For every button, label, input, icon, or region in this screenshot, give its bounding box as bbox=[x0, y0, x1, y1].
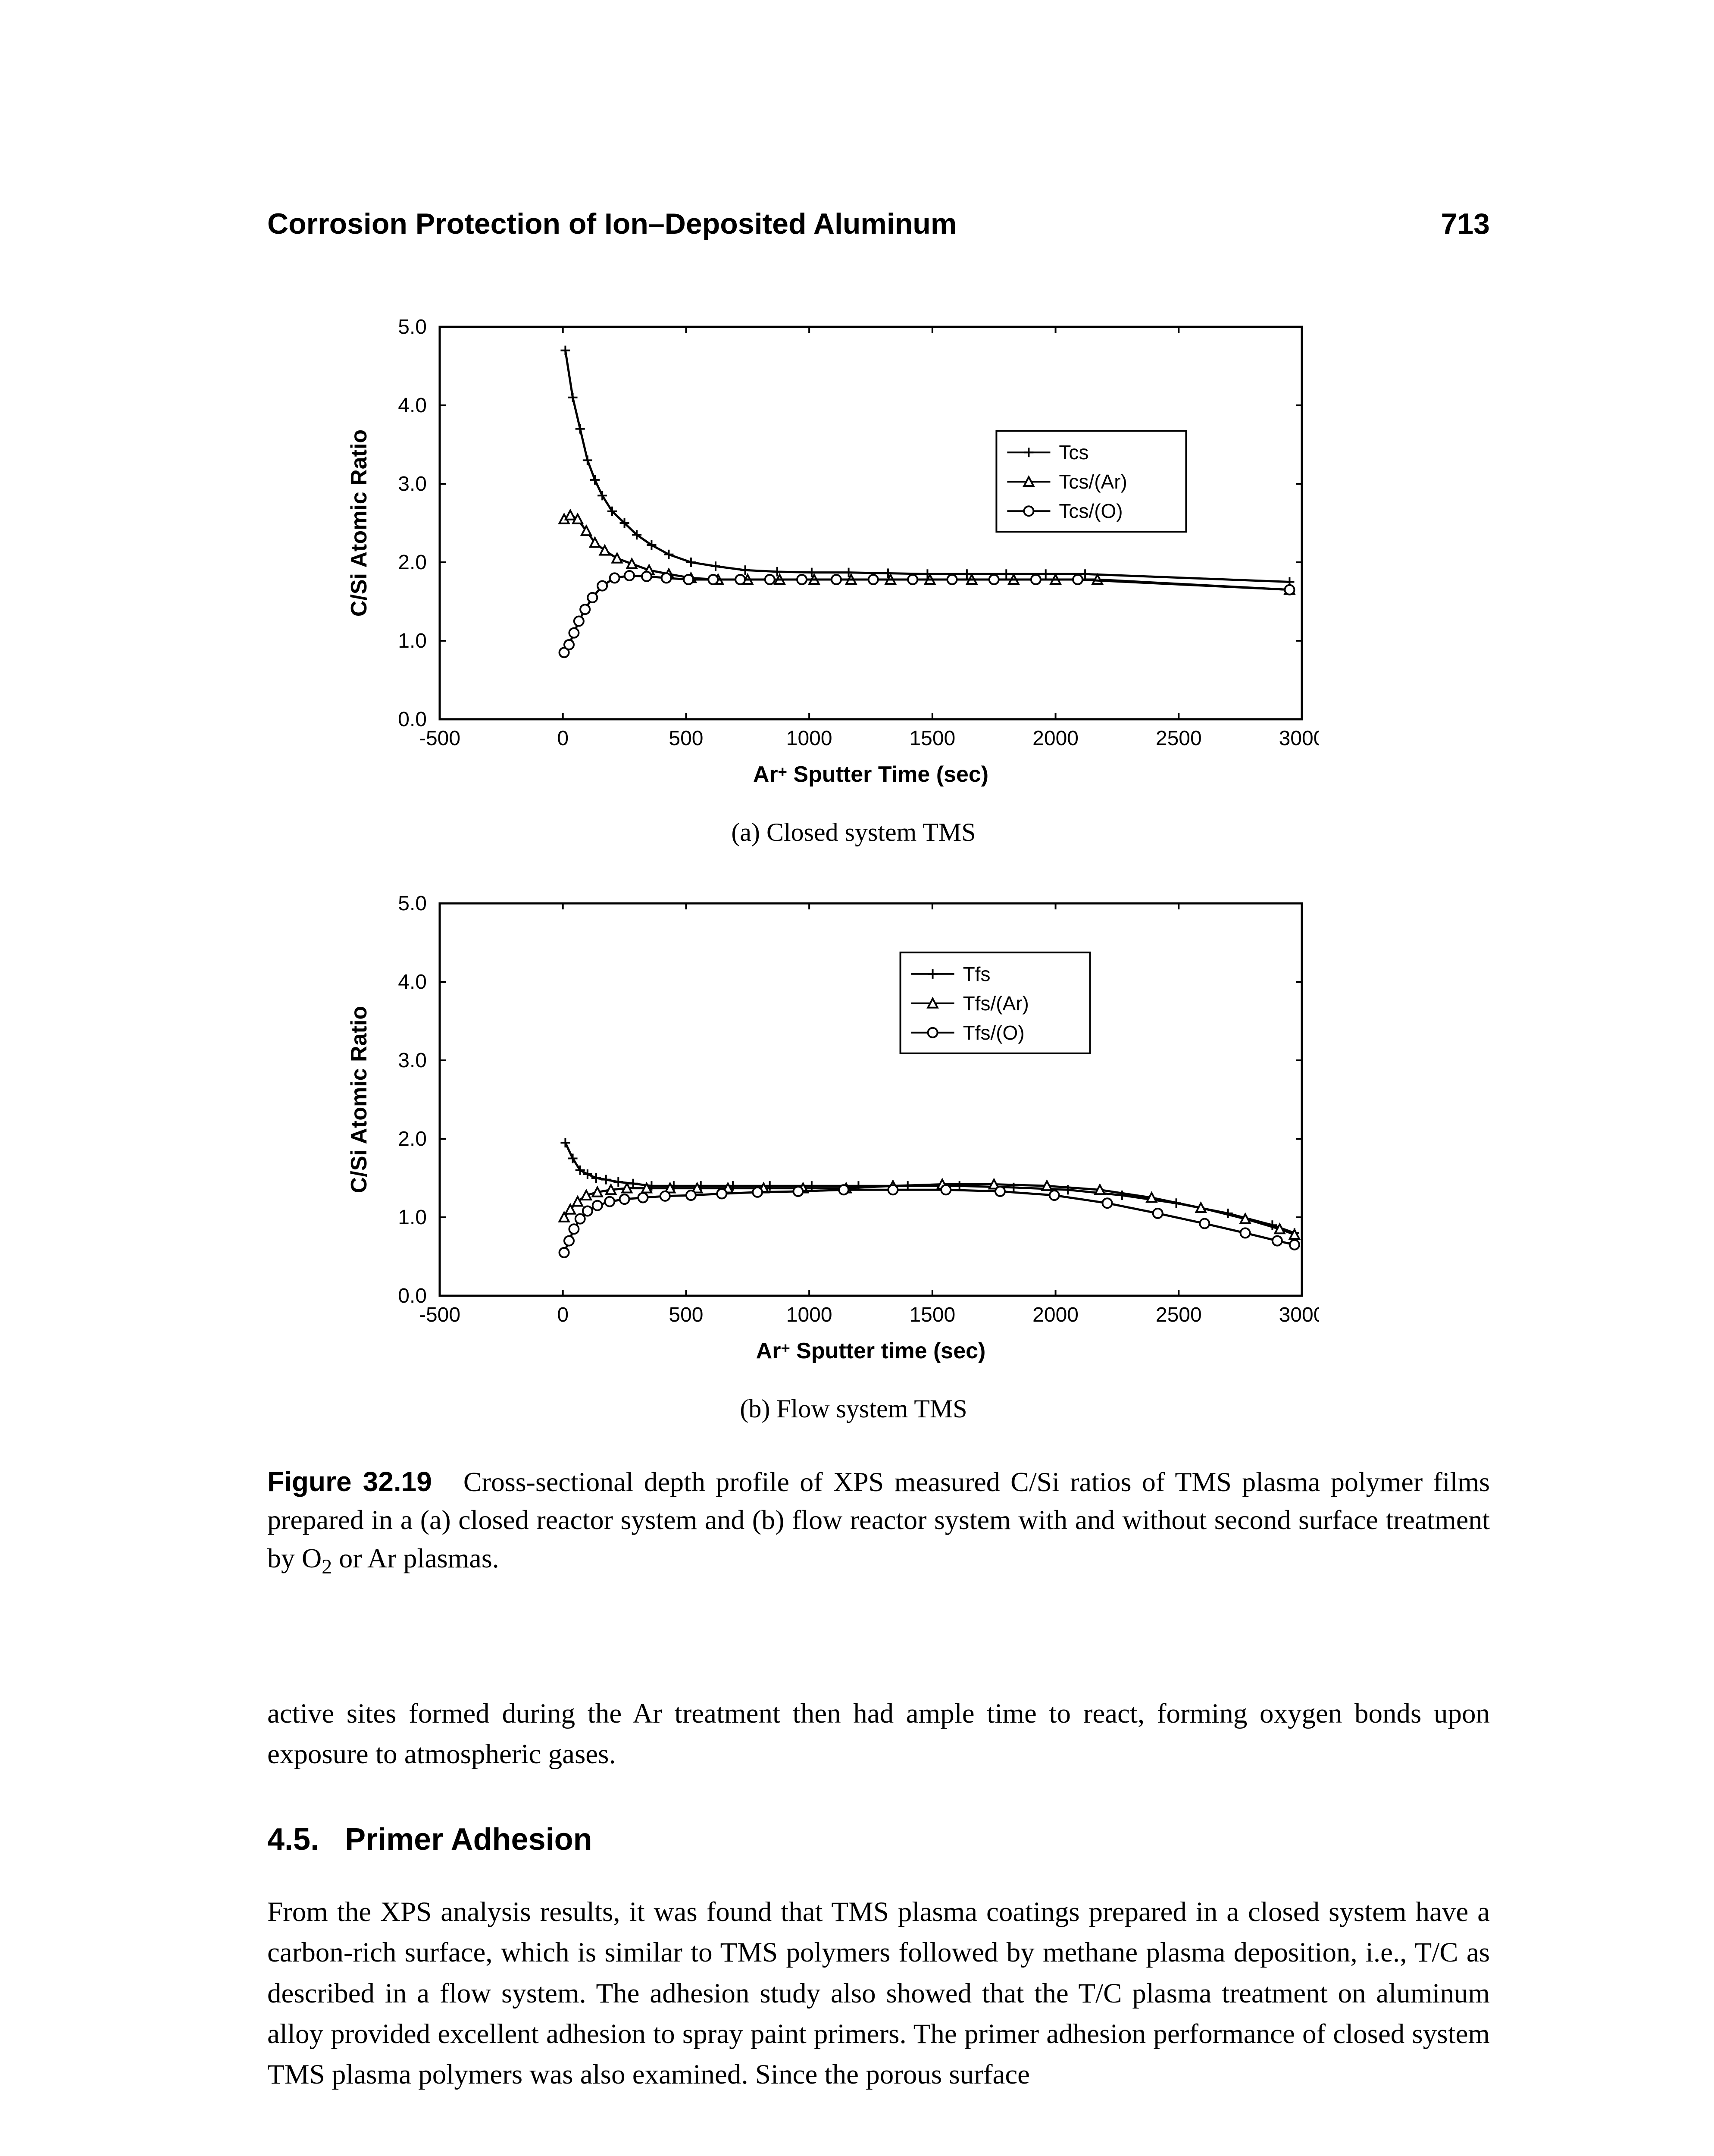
figure-caption-text: Cross-sectional depth profile of XPS mea… bbox=[267, 1467, 1490, 1573]
svg-text:0.0: 0.0 bbox=[398, 1285, 427, 1307]
body-continuation: active sites formed during the Ar treatm… bbox=[267, 1693, 1490, 1775]
svg-text:5.0: 5.0 bbox=[398, 316, 427, 338]
svg-text:3.0: 3.0 bbox=[398, 1049, 427, 1072]
svg-text:Tcs: Tcs bbox=[1059, 441, 1088, 464]
figure-caption: Figure 32.19 Cross-sectional depth profi… bbox=[267, 1463, 1490, 1581]
section-title: Primer Adhesion bbox=[345, 1822, 592, 1857]
svg-text:Ar+ Sputter time (sec): Ar+ Sputter time (sec) bbox=[756, 1338, 986, 1363]
section-body: From the XPS analysis results, it was fo… bbox=[267, 1892, 1490, 2095]
svg-text:2.0: 2.0 bbox=[398, 551, 427, 574]
svg-text:Tfs/(O): Tfs/(O) bbox=[963, 1022, 1025, 1044]
page-number: 713 bbox=[1441, 207, 1490, 241]
svg-text:C/Si Atomic Ratio: C/Si Atomic Ratio bbox=[347, 429, 372, 617]
figure-label: Figure 32.19 bbox=[267, 1466, 432, 1497]
figure-b-block: -5000500100015002000250030000.01.02.03.0… bbox=[328, 886, 1490, 1424]
svg-text:1000: 1000 bbox=[786, 727, 832, 750]
svg-text:500: 500 bbox=[669, 727, 703, 750]
figure-a-block: -5000500100015002000250030000.01.02.03.0… bbox=[328, 310, 1490, 847]
svg-text:0: 0 bbox=[557, 1304, 569, 1326]
svg-text:500: 500 bbox=[669, 1304, 703, 1326]
svg-text:0.0: 0.0 bbox=[398, 708, 427, 731]
chart-b-subcaption: (b) Flow system TMS bbox=[422, 1394, 1285, 1424]
svg-text:2500: 2500 bbox=[1156, 727, 1202, 750]
svg-text:Tcs/(Ar): Tcs/(Ar) bbox=[1059, 470, 1127, 493]
running-header: Corrosion Protection of Ion–Deposited Al… bbox=[267, 207, 1490, 241]
svg-text:Ar+ Sputter Time (sec): Ar+ Sputter Time (sec) bbox=[753, 762, 988, 787]
svg-text:3.0: 3.0 bbox=[398, 473, 427, 495]
running-title: Corrosion Protection of Ion–Deposited Al… bbox=[267, 207, 957, 241]
svg-text:4.0: 4.0 bbox=[398, 394, 427, 417]
svg-text:Tfs: Tfs bbox=[963, 963, 991, 985]
svg-text:1.0: 1.0 bbox=[398, 1206, 427, 1229]
section-number: 4.5. bbox=[267, 1822, 319, 1857]
page: Corrosion Protection of Ion–Deposited Al… bbox=[0, 0, 1714, 2156]
svg-text:2000: 2000 bbox=[1032, 727, 1079, 750]
svg-text:1.0: 1.0 bbox=[398, 630, 427, 652]
svg-text:4.0: 4.0 bbox=[398, 971, 427, 993]
svg-text:2.0: 2.0 bbox=[398, 1128, 427, 1150]
svg-text:0: 0 bbox=[557, 727, 569, 750]
svg-text:3000: 3000 bbox=[1279, 1304, 1319, 1326]
svg-text:3000: 3000 bbox=[1279, 727, 1319, 750]
section-heading: 4.5. Primer Adhesion bbox=[267, 1822, 1490, 1857]
chart-a: -5000500100015002000250030000.01.02.03.0… bbox=[328, 310, 1319, 805]
chart-b: -5000500100015002000250030000.01.02.03.0… bbox=[328, 886, 1319, 1382]
svg-text:1500: 1500 bbox=[909, 727, 955, 750]
chart-a-subcaption: (a) Closed system TMS bbox=[422, 818, 1285, 847]
svg-text:2500: 2500 bbox=[1156, 1304, 1202, 1326]
svg-text:Tcs/(O): Tcs/(O) bbox=[1059, 500, 1123, 522]
svg-text:C/Si Atomic Ratio: C/Si Atomic Ratio bbox=[347, 1006, 372, 1193]
svg-text:2000: 2000 bbox=[1032, 1304, 1079, 1326]
svg-text:1500: 1500 bbox=[909, 1304, 955, 1326]
svg-text:1000: 1000 bbox=[786, 1304, 832, 1326]
svg-text:5.0: 5.0 bbox=[398, 892, 427, 915]
svg-text:Tfs/(Ar): Tfs/(Ar) bbox=[963, 992, 1029, 1015]
